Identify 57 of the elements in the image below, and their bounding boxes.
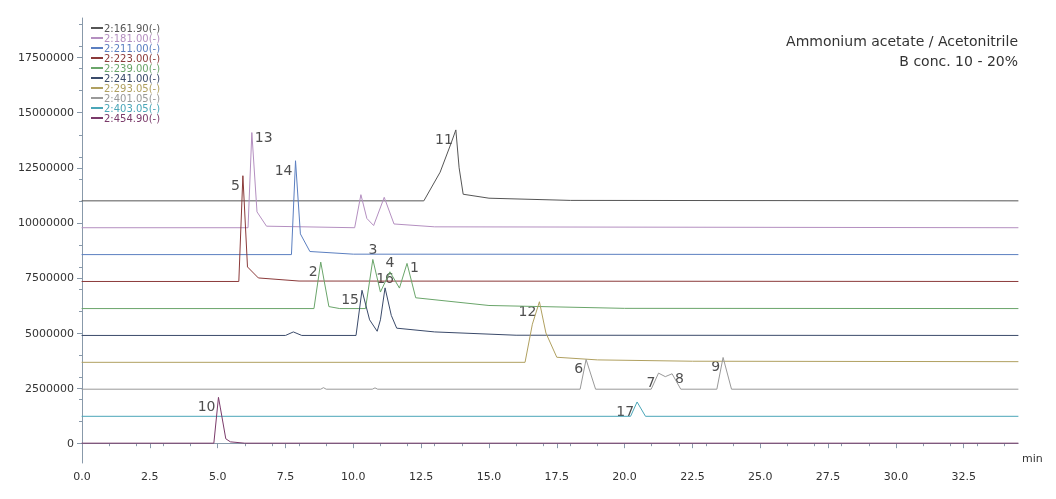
annotation: 5 — [230, 176, 240, 193]
x-axis-title: min — [1022, 452, 1043, 466]
legend-label: 2:181.00(-) — [104, 32, 161, 44]
annotation: 1 — [410, 259, 419, 276]
x-tick-label: 10.0 — [341, 470, 366, 483]
x-tick-label: 25.0 — [748, 470, 773, 483]
x-tick-label: 12.5 — [408, 470, 434, 483]
line-series — [81, 160, 1019, 256]
annotation: Ammonium acetate / Acetonitrile — [786, 33, 1018, 49]
y-tick-label: 15000000 — [18, 106, 74, 120]
legend-label: 2:239.00(-) — [104, 62, 161, 74]
annotation: 17 — [616, 402, 635, 419]
line-series — [81, 129, 1019, 202]
annotation: 10 — [197, 398, 216, 415]
y-tick-label: 12500000 — [18, 161, 74, 175]
annotation: 6 — [574, 360, 584, 377]
x-tick-label: 0.0 — [73, 470, 91, 483]
annotation: 12 — [518, 302, 537, 319]
legend-label: 2:403.05(-) — [104, 102, 161, 114]
y-tick-label: 7500000 — [25, 271, 74, 285]
x-tick-label: 32.5 — [951, 470, 976, 483]
line-series — [81, 356, 1019, 390]
x-tick-label: 2.5 — [141, 470, 159, 483]
x-tick-label: 17.5 — [544, 470, 570, 483]
annotation: 13 — [254, 128, 273, 145]
legend-label: 2:161.90(-) — [104, 22, 161, 34]
annotation: 15 — [341, 291, 359, 308]
x-tick-label: 7.5 — [276, 470, 295, 483]
x-tick-label: 27.5 — [815, 470, 841, 483]
annotation: 2 — [308, 263, 318, 280]
legend-label: 2:241.00(-) — [104, 72, 161, 84]
legend-label: 2:401.05(-) — [104, 92, 161, 104]
line-series — [81, 132, 1019, 229]
annotation: 11 — [435, 130, 453, 147]
line-series — [81, 175, 1019, 282]
annotation: 7 — [646, 374, 656, 391]
legend-label: 2:454.90(-) — [104, 112, 161, 124]
y-tick-label: 17500000 — [18, 51, 74, 65]
annotation: 8 — [675, 369, 685, 386]
y-tick-label: 10000000 — [18, 216, 74, 230]
annotation: 14 — [274, 161, 293, 178]
y-tick-label: 5000000 — [25, 326, 74, 340]
x-tick-label: 15.0 — [476, 470, 502, 483]
y-tick-label: 0 — [67, 436, 74, 450]
line-series — [81, 287, 1019, 336]
y-tick-label: 2500000 — [25, 381, 74, 395]
legend-label: 2:293.05(-) — [104, 82, 161, 94]
legend-label: 2:211.00(-) — [104, 42, 161, 54]
annotation: B conc. 10 - 20% — [899, 53, 1018, 69]
annotation: 9 — [711, 358, 721, 375]
annotation: 4 — [385, 253, 395, 270]
legend-label: 2:223.00(-) — [104, 52, 161, 64]
x-tick-label: 30.0 — [883, 470, 909, 483]
annotation: 3 — [368, 241, 378, 258]
x-tick-label: 5.0 — [208, 470, 227, 483]
x-tick-label: 22.5 — [680, 470, 705, 483]
x-tick-label: 20.0 — [612, 470, 637, 483]
